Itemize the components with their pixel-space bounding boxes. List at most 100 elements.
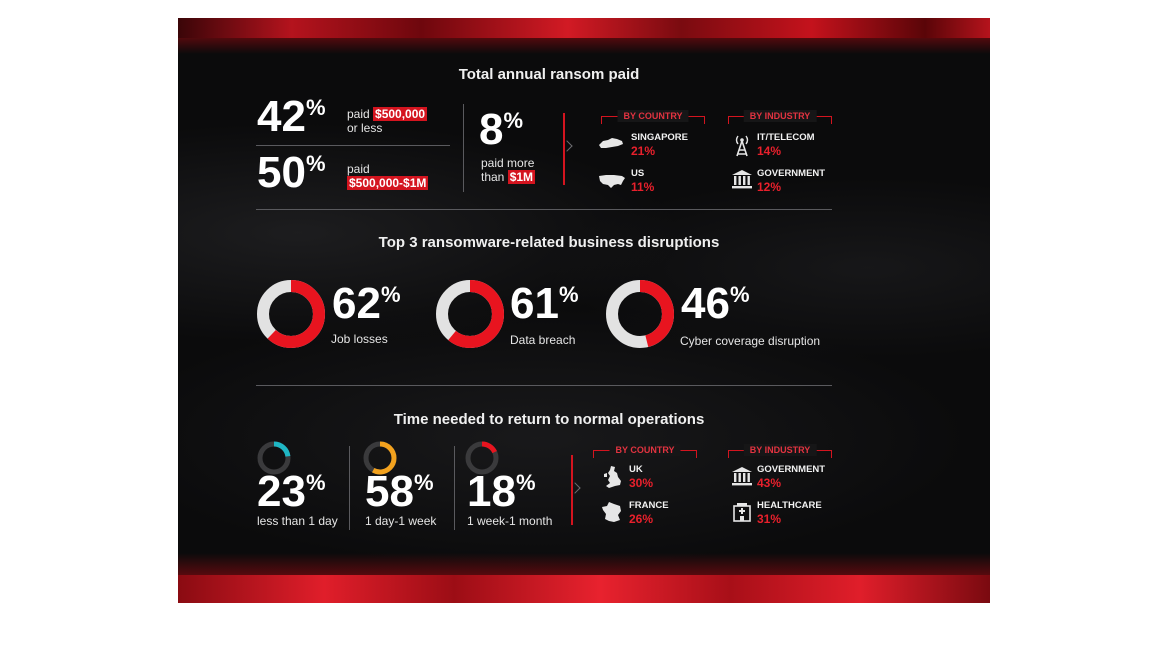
country-entry-us: US 11% [631,168,654,194]
label-before: paid [347,107,370,121]
value-unit: % [380,282,401,307]
recovery-label-1-week-1-month: 1 week-1 month [467,514,553,528]
highlight-500k-1m: $500,000-$1M [347,176,429,190]
singapore-map-icon [598,136,624,150]
ring-less-than-1-day [257,441,291,475]
value-unit: % [413,470,434,495]
ring-1-day-1-week [363,441,397,475]
entry-value: 14% [757,144,782,158]
divider [349,446,350,530]
section-divider [256,209,832,210]
entry-value: 31% [757,512,782,526]
by-industry-header: BY INDUSTRY [728,444,832,458]
value-unit: % [515,470,536,495]
stat-8-label: paid more than $1M [481,156,551,184]
stat-unit: % [503,108,524,133]
by-industry-header: BY INDUSTRY [728,110,832,124]
divider [454,446,455,530]
entry-value: 11% [631,180,655,194]
country-entry-singapore: SINGAPORE 21% [631,132,688,158]
by-country-header: BY COUNTRY [593,444,697,458]
header-label: BY COUNTRY [609,444,681,456]
section-title-recovery: Time needed to return to normal operatio… [393,411,705,428]
entry-value: 30% [629,476,654,490]
recovery-label-1-day-1-week: 1 day-1 week [365,514,437,528]
value-number: 62 [332,279,381,328]
recovery-value-1-day-1-week: 58% [365,470,434,514]
label-before: paid [347,162,370,176]
value-number: 46 [681,279,730,328]
header-label: BY INDUSTRY [743,110,817,122]
divider [256,145,450,146]
infographic-card: Total annual ransom paid 42% paid $500,0… [178,18,990,603]
disruption-label-data-breach: Data breach [510,333,576,347]
value-number: 23 [257,467,306,516]
industry-entry-it-telecom: IT/TELECOM 14% [757,132,815,158]
stat-unit: % [305,151,326,176]
entry-name: IT/TELECOM [757,132,815,143]
by-country-header: BY COUNTRY [601,110,705,124]
ring-1-week-1-month [465,441,499,475]
disruption-label-job-losses: Job losses [331,332,388,346]
disruption-value-cyber-coverage: 46% [681,282,750,326]
ring-arc [363,441,397,475]
stat-8: 8% [479,108,523,152]
donut-arc [257,280,325,348]
ring-arc [465,441,499,475]
section-title-disruptions: Top 3 ransomware-related business disrup… [378,234,720,251]
value-unit: % [305,470,326,495]
stat-value: 50 [257,148,306,197]
divider [463,104,464,192]
government-building-icon [731,169,753,189]
red-accent-line [563,113,565,185]
header-label: BY COUNTRY [617,110,689,122]
entry-value: 26% [629,512,654,526]
red-accent-line [571,455,573,525]
entry-value: 21% [631,144,656,158]
entry-name: GOVERNMENT [757,464,826,475]
government-building-icon [731,466,753,486]
value-number: 58 [365,467,414,516]
label-before: paid more than [481,156,535,184]
disruption-value-job-losses: 62% [332,282,401,326]
header-label: BY INDUSTRY [743,444,817,456]
uk-map-icon [603,465,623,489]
stat-50-label: paid $500,000-$1M [347,162,429,190]
donut-job-losses [257,280,325,348]
recovery-value-less-than-1-day: 23% [257,470,326,514]
entry-name: HEALTHCARE [757,500,822,511]
bottom-red-band [178,553,990,603]
donut-data-breach [436,280,504,348]
stat-value: 42 [257,92,306,141]
industry-entry-government: GOVERNMENT 43% [757,464,825,490]
antenna-icon [733,133,751,157]
stat-value: 8 [479,105,504,154]
section-title-ransom: Total annual ransom paid [458,66,640,83]
entry-value: 43% [757,476,782,490]
us-map-icon [598,173,626,189]
recovery-label-less-than-1-day: less than 1 day [257,514,338,528]
label-after: or less [347,121,383,135]
ring-arc [257,441,291,475]
stat-42-label: paid $500,000 or less [347,107,428,135]
entry-name: SINGAPORE [631,132,689,143]
donut-arc [436,280,504,348]
entry-value: 12% [757,180,782,194]
entry-name: UK [629,464,643,475]
disruption-label-cyber-coverage: Cyber coverage disruption [680,334,821,348]
entry-name: GOVERNMENT [757,168,826,179]
donut-arc [606,280,674,348]
stat-unit: % [305,95,326,120]
stat-50: 50% [257,151,326,195]
donut-cyber-coverage [606,280,674,348]
industry-entry-government: GOVERNMENT 12% [757,168,825,194]
country-entry-france: FRANCE 26% [629,500,669,526]
highlight-1m: $1M [507,170,536,184]
value-unit: % [729,282,750,307]
value-number: 18 [467,467,516,516]
highlight-500k: $500,000 [373,107,428,121]
hospital-icon [732,502,752,522]
entry-name: US [631,168,645,179]
value-number: 61 [510,279,559,328]
section-divider [256,385,832,386]
